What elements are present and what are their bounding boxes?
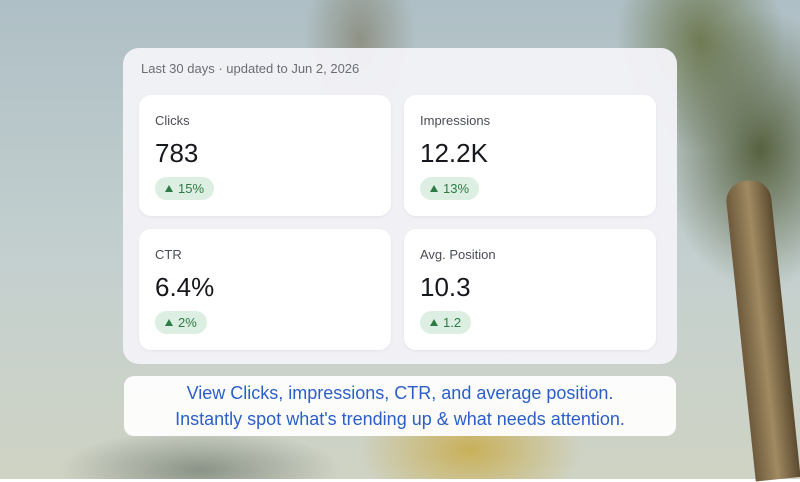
stat-label: Impressions (420, 113, 491, 128)
stat-card[interactable]: CTR 6.4% 2% (139, 229, 391, 350)
change-badge: 13% (420, 177, 480, 200)
up-arrow (430, 319, 438, 326)
up-arrow (165, 319, 173, 326)
subtitle: Last 30 days · updated to Jun 2, 2026 (141, 61, 360, 76)
stat-card[interactable]: Clicks 783 15% (139, 95, 391, 216)
stat-value: 783 (155, 138, 199, 168)
up-arrow (430, 185, 438, 192)
caption-line: View Clicks, impressions, CTR, and avera… (186, 383, 614, 403)
change-badge: 2% (155, 311, 207, 334)
stat-value: 6.4% (155, 272, 215, 302)
change-text: 1.2 (443, 315, 462, 330)
change-text: 13% (443, 181, 470, 196)
stat-label: CTR (155, 247, 182, 262)
stat-value: 10.3 (420, 272, 471, 302)
stat-value: 12.2K (420, 138, 488, 168)
caption: View Clicks, impressions, CTR, and avera… (124, 376, 676, 436)
change-text: 15% (178, 181, 205, 196)
stat-label: Clicks (155, 113, 190, 128)
stats-panel: Last 30 days · updated to Jun 2, 2026 Cl… (123, 48, 677, 364)
change-text: 2% (178, 315, 197, 330)
change-badge: 1.2 (420, 311, 472, 334)
change-badge: 15% (155, 177, 215, 200)
up-arrow (165, 185, 173, 192)
stat-card[interactable]: Avg. Position 10.3 1.2 (404, 229, 656, 350)
stat-card[interactable]: Impressions 12.2K 13% (404, 95, 656, 216)
caption-line: Instantly spot what's trending up & what… (175, 409, 625, 429)
stat-label: Avg. Position (420, 247, 496, 262)
